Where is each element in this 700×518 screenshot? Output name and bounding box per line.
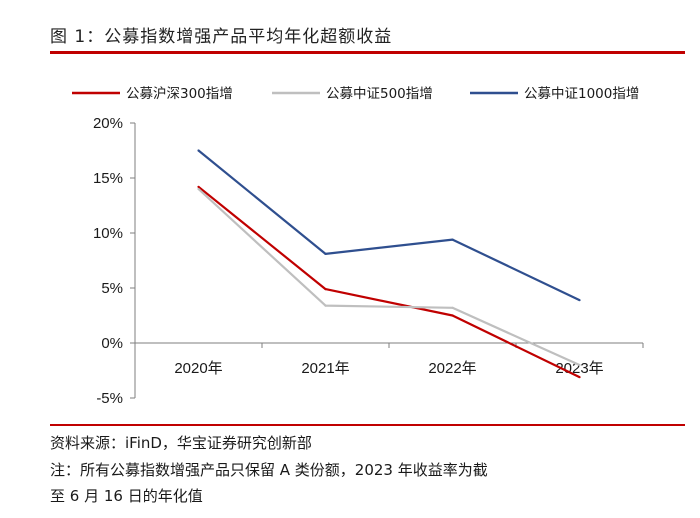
legend-label: 公募沪深300指增 <box>126 86 233 102</box>
footer-rule <box>50 424 685 426</box>
data-point <box>324 252 327 255</box>
x-tick-label: 2023年 <box>555 360 603 377</box>
title-rule <box>50 51 685 54</box>
line-chart: 公募沪深300指增 公募中证500指增 公募中证1000指增 20% 15% 10% 5%… <box>72 86 644 407</box>
y-tick-label: 20% <box>93 115 123 132</box>
y-tick-label: 5% <box>101 280 123 297</box>
figure-title: 图 1：公募指数增强产品平均年化超额收益 <box>50 27 393 47</box>
x-tick-label: 2020年 <box>174 360 222 377</box>
footnote-line-1: 注：所有公募指数增强产品只保留 A 类份额，2023 年收益率为截 <box>50 461 488 479</box>
data-point <box>578 363 581 367</box>
legend-label: 公募中证1000指增 <box>524 86 639 102</box>
chart-axes: 20% 15% 10% 5% 0% -5% 2020年 2021年 2022年 2023年 <box>93 115 644 407</box>
data-point <box>197 187 200 191</box>
x-tick-label: 2021年 <box>301 360 349 377</box>
y-tick-label: -5% <box>96 390 123 407</box>
y-tick-label: 10% <box>93 225 123 242</box>
y-tick-label: 0% <box>101 335 123 352</box>
y-tick-label: 15% <box>93 170 123 187</box>
x-tick-label: 2022年 <box>428 360 476 377</box>
legend-label: 公募中证500指增 <box>326 86 433 102</box>
chart-series <box>197 149 581 379</box>
data-point <box>578 376 581 379</box>
source-note: 资料来源：iFinD，华宝证券研究创新部 <box>50 434 312 452</box>
footnote-line-2: 至 6 月 16 日的年化值 <box>50 487 203 505</box>
series-line <box>197 188 580 367</box>
data-point <box>451 306 454 309</box>
data-point <box>451 238 454 241</box>
chart-legend: 公募沪深300指增 公募中证500指增 公募中证1000指增 <box>72 86 639 102</box>
data-point <box>197 185 200 188</box>
data-point <box>324 304 327 307</box>
series-line <box>197 185 580 379</box>
data-point <box>578 299 581 302</box>
series-line <box>197 149 580 302</box>
data-point <box>197 149 200 152</box>
data-point <box>324 288 327 291</box>
data-point <box>451 314 454 317</box>
